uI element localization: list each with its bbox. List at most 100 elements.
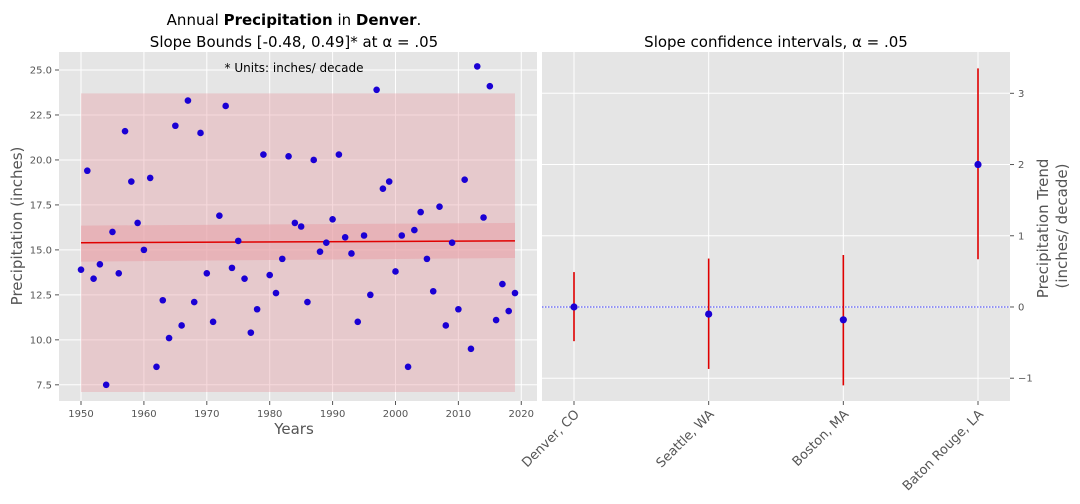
slope-point bbox=[705, 310, 713, 318]
data-point bbox=[442, 322, 450, 329]
right-y-tick-label: 3 bbox=[1018, 89, 1024, 100]
left-chart-subtitle: Slope Bounds [-0.48, 0.49]* at α = .05 bbox=[150, 33, 438, 51]
data-point bbox=[505, 307, 512, 315]
slope-point bbox=[570, 303, 578, 311]
data-point bbox=[247, 329, 255, 336]
left-grid bbox=[59, 52, 537, 401]
left-x-ticks: 1950 1960 1970 1980 1990 2000 2010 2020 bbox=[68, 401, 534, 420]
data-point bbox=[159, 296, 167, 304]
data-point bbox=[291, 219, 299, 227]
trend-line bbox=[81, 240, 515, 244]
right-y-tick-label: 0 bbox=[1018, 302, 1024, 313]
data-point bbox=[304, 298, 311, 306]
data-point bbox=[216, 212, 223, 220]
data-point bbox=[455, 305, 462, 313]
left-y-axis-label: Precipitation (inches) bbox=[8, 147, 26, 306]
slope-point bbox=[839, 316, 847, 324]
data-point bbox=[140, 246, 148, 254]
data-point bbox=[511, 289, 519, 297]
left-chart: Annual Precipitation in Denver. Slope Bo… bbox=[8, 11, 537, 438]
data-point bbox=[348, 250, 355, 257]
data-point bbox=[109, 228, 116, 236]
left-y-tick-label: 22.5 bbox=[30, 110, 52, 121]
data-point bbox=[128, 178, 135, 185]
data-point bbox=[178, 322, 185, 329]
right-chart-title: Slope confidence intervals, α = .05 bbox=[644, 33, 908, 51]
left-x-tick-label: 1980 bbox=[257, 409, 282, 420]
data-point bbox=[134, 219, 141, 227]
left-y-tick-label: 12.5 bbox=[30, 290, 52, 301]
data-point bbox=[190, 298, 198, 306]
data-point bbox=[253, 305, 261, 313]
data-point bbox=[392, 268, 399, 275]
left-x-tick-label: 1970 bbox=[194, 409, 219, 420]
data-point bbox=[209, 318, 217, 326]
slope-point bbox=[974, 160, 982, 169]
left-x-tick-label: 1960 bbox=[131, 409, 156, 420]
data-point bbox=[222, 102, 229, 110]
data-point bbox=[492, 316, 500, 324]
left-x-tick-label: 2020 bbox=[509, 409, 534, 420]
data-point bbox=[153, 363, 160, 371]
right-plot-area bbox=[542, 52, 1010, 401]
data-point bbox=[228, 264, 236, 272]
data-point bbox=[423, 255, 431, 263]
data-point bbox=[121, 127, 129, 135]
data-point bbox=[429, 287, 437, 295]
data-point bbox=[473, 63, 481, 70]
right-x-tick-label: Boston, MA bbox=[790, 407, 853, 470]
right-y-tick-label: 2 bbox=[1018, 160, 1024, 171]
data-point bbox=[285, 153, 292, 160]
right-chart: Slope confidence intervals, α = .05 Denv… bbox=[519, 33, 1071, 494]
data-point bbox=[278, 255, 286, 263]
data-point bbox=[272, 289, 280, 297]
left-y-tick-label: 17.5 bbox=[30, 200, 52, 211]
left-bands bbox=[81, 93, 515, 393]
data-point bbox=[203, 269, 211, 277]
left-x-tick-label: 2000 bbox=[383, 409, 408, 420]
data-point bbox=[480, 214, 487, 221]
left-points bbox=[77, 63, 519, 389]
right-y-axis-label: Precipitation Trend (inches/ decade) bbox=[1034, 154, 1071, 298]
left-y-tick-label: 10.0 bbox=[30, 335, 52, 346]
data-point bbox=[373, 86, 380, 94]
data-point bbox=[197, 129, 204, 137]
right-x-tick-label: Baton Rouge, LA bbox=[900, 407, 987, 494]
left-y-tick-label: 15.0 bbox=[30, 245, 52, 256]
data-point bbox=[316, 248, 324, 255]
data-point bbox=[297, 223, 305, 230]
data-point bbox=[499, 280, 506, 288]
data-point bbox=[146, 174, 154, 182]
left-x-tick-label: 1990 bbox=[320, 409, 345, 420]
data-point bbox=[84, 167, 91, 175]
right-marks bbox=[542, 68, 1010, 386]
data-point bbox=[102, 381, 110, 389]
data-point bbox=[323, 239, 330, 246]
data-point bbox=[354, 318, 362, 326]
left-y-tick-label: 20.0 bbox=[30, 155, 52, 166]
data-point bbox=[417, 208, 424, 216]
data-point bbox=[436, 203, 443, 211]
data-point bbox=[335, 151, 343, 158]
left-x-axis-label: Years bbox=[273, 420, 314, 438]
data-point bbox=[398, 232, 406, 239]
data-point bbox=[461, 176, 468, 184]
right-y-ticks: −1 0 1 2 3 bbox=[1010, 89, 1033, 385]
data-point bbox=[486, 82, 494, 90]
data-point bbox=[411, 226, 418, 234]
data-point bbox=[77, 266, 85, 273]
units-annotation: * Units: inches/ decade bbox=[225, 61, 364, 75]
left-x-tick-label: 1950 bbox=[68, 409, 93, 420]
data-point bbox=[404, 363, 412, 371]
data-point bbox=[241, 275, 248, 282]
data-point bbox=[341, 233, 349, 241]
data-point bbox=[467, 345, 475, 353]
data-point bbox=[260, 151, 267, 158]
data-point bbox=[165, 334, 173, 342]
left-y-ticks: 7.5 10.0 12.5 15.0 17.5 20.0 22.5 25.0 bbox=[30, 65, 59, 391]
data-point bbox=[379, 185, 387, 193]
data-point bbox=[115, 269, 123, 277]
data-point bbox=[329, 216, 336, 223]
data-point bbox=[90, 275, 97, 282]
